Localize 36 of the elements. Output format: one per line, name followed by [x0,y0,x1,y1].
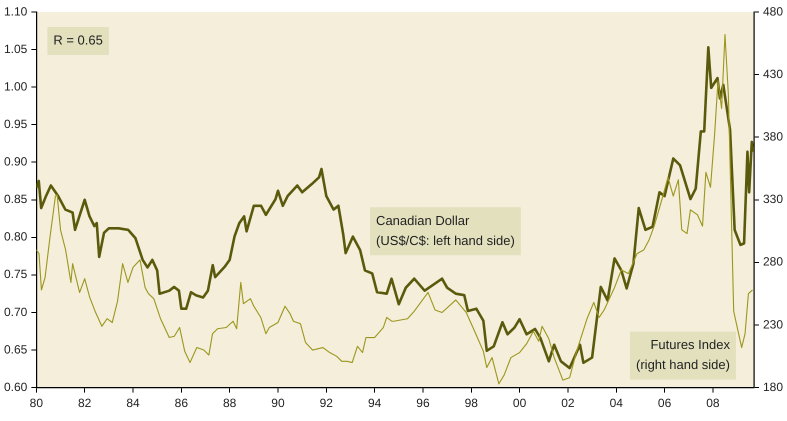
series-label: Canadian Dollar (US$/C$: left hand side) [376,212,515,248]
x-tick-label: 00 [512,396,527,410]
y2-tick-label: 330 [762,192,784,206]
y-tick-label: 0.65 [4,342,28,356]
x-tick-label: 88 [222,396,237,410]
y-tick-label: 0.75 [4,267,28,282]
y2-tick-label: 430 [762,66,784,81]
y2-tick-label: 280 [762,254,784,269]
x-tick-label: 98 [464,396,478,410]
x-tick-label: 90 [271,396,285,410]
y-tick-label: 0.80 [4,230,28,244]
x-tick-label: 86 [174,396,188,410]
x-tick-label: 80 [30,396,44,410]
y2-tick-label: 480 [762,4,784,18]
x-tick-label: 02 [561,396,575,410]
y2-tick-label: 230 [762,317,784,332]
y-tick-label: 0.90 [4,154,28,169]
x-tick-label: 06 [658,396,672,410]
y2-tick-label: 380 [762,130,784,144]
y-tick-label: 1.00 [4,79,28,94]
y-tick-label: 0.60 [4,380,28,394]
x-tick-label: 82 [78,396,92,410]
y2-tick-label: 180 [762,380,784,394]
y-tick-label: 1.05 [4,42,28,56]
y-tick-label: 1.10 [4,4,28,18]
x-tick-label: 92 [320,396,334,410]
y-tick-label: 0.95 [4,116,28,131]
y-tick-label: 0.70 [4,304,28,319]
x-tick-label: 84 [126,396,140,410]
y-tick-label: 0.85 [4,192,28,206]
x-tick-label: 08 [706,396,720,410]
series-label: Futures Index (right hand side) [636,337,730,372]
x-tick-label: 96 [416,396,430,410]
x-tick-label: 04 [610,396,624,410]
annotation: R = 0.65 [53,32,103,48]
x-tick-label: 94 [368,396,382,410]
